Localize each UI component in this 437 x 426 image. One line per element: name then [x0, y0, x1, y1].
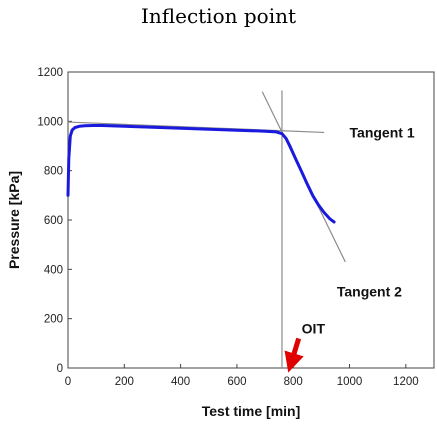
- y-tick-label: 0: [57, 363, 63, 375]
- tangent-1-label: Tangent 1: [350, 124, 415, 140]
- chart-title: Inflection point: [140, 4, 297, 28]
- tangent-2-label: Tangent 2: [337, 284, 402, 300]
- y-tick-label: 600: [44, 215, 63, 227]
- y-tick-label: 1000: [37, 116, 63, 128]
- x-tick-label: 800: [284, 376, 303, 388]
- x-tick-label: 600: [227, 376, 246, 388]
- x-tick-label: 0: [65, 376, 71, 388]
- series-layer: [66, 124, 336, 224]
- y-tick-label: 400: [44, 264, 63, 276]
- tick-layer: 0 200 400 600 800 1000 1200 0 200 400 600 800 1000 12…: [37, 67, 418, 388]
- y-tick-label: 1200: [37, 67, 63, 79]
- x-tick-label: 1200: [393, 376, 419, 388]
- oit-arrow: [284, 337, 304, 373]
- x-axis-label: Test time [min]: [202, 403, 301, 419]
- x-tick-label: 400: [171, 376, 190, 388]
- y-tick-label: 800: [44, 166, 63, 178]
- y-axis-label: Pressure [kPa]: [6, 171, 22, 269]
- oit-label: OIT: [302, 321, 326, 337]
- pressure-series-line: [66, 124, 336, 224]
- x-tick-label: 200: [115, 376, 134, 388]
- x-tick-label: 1000: [337, 376, 363, 388]
- y-tick-label: 200: [44, 314, 63, 326]
- annotations: Tangent 1 Tangent 2 OIT: [284, 124, 415, 373]
- plot-frame: [67, 71, 435, 369]
